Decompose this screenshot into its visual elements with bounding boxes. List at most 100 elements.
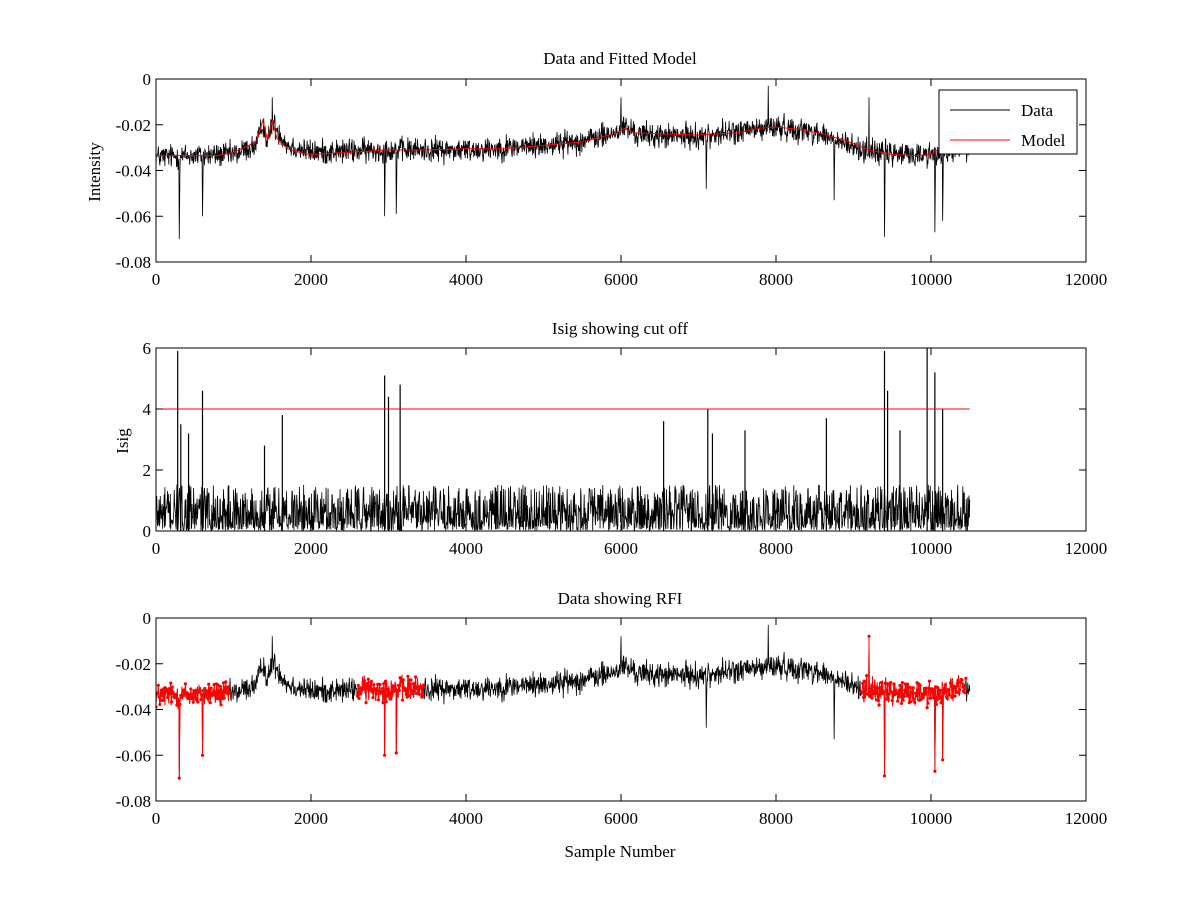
legend: Data Model [938,89,1078,155]
rfi-marker [899,694,903,698]
rfi-marker [898,683,902,688]
rfi-marker [876,699,880,703]
x-tick-label: 12000 [1065,809,1108,828]
y-tick-label: -0.08 [116,792,151,811]
rfi-marker [356,683,360,688]
rfi-marker [906,682,910,686]
rfi-marker [371,696,375,700]
rfi-marker [166,695,170,699]
rfi-marker [183,682,188,686]
rfi-marker [954,685,958,689]
rfi-marker [919,697,923,701]
y-tick-label: 0 [143,609,152,628]
x-tick-label: 0 [152,270,161,289]
rfi-marker [207,682,211,686]
rfi-marker [159,698,163,703]
rfi-marker [956,679,960,683]
rfi-marker [158,702,162,707]
rfi-marker [191,700,195,704]
rfi-marker [171,690,175,694]
rfi-marker [387,693,391,698]
rfi-marker [406,674,410,678]
y-tick-label: 6 [143,339,152,358]
x-tick-label: 8000 [759,539,793,558]
x-tick-label: 10000 [910,809,953,828]
rfi-marker [865,673,869,678]
rfi-marker [206,697,210,701]
rfi-marker [176,699,181,703]
rfi-marker [160,693,164,698]
rfi-marker [217,691,222,695]
rfi-marker [882,691,886,695]
y-tick-label: -0.04 [116,701,152,720]
rfi-marker [904,691,908,695]
y-tick-label: -0.04 [116,162,152,181]
rfi-marker [180,694,184,698]
rfi-marker [167,687,171,691]
rfi-marker [960,678,964,682]
data-layer [156,85,971,240]
rfi-marker [222,696,226,700]
rfi-marker [913,700,917,704]
rfi-marker [905,694,909,698]
rfi-marker [871,689,875,693]
x-tick-label: 6000 [604,270,638,289]
rfi-marker [900,681,904,685]
rfi-marker [396,683,401,688]
rfi-marker [362,679,367,683]
data-series-line [156,85,971,240]
rfi-marker [943,683,947,687]
rfi-marker [894,688,898,692]
rfi-marker [936,686,940,690]
rfi-marker [875,691,879,695]
rfi-marker [923,686,928,690]
y-tick-label: 0 [143,522,152,541]
rfi-marker [178,702,182,706]
rfi-marker [384,700,388,704]
data-series-line [156,624,971,779]
x-tick-label: 4000 [449,539,483,558]
rfi-marker [392,689,396,693]
y-tick-label: 4 [143,400,152,419]
rfi-marker [963,691,967,695]
rfi-marker [362,685,366,689]
x-tick-label: 4000 [449,809,483,828]
rfi-marker [174,692,178,696]
rfi-marker [401,678,405,682]
rfi-marker [870,696,874,700]
rfi-marker [194,689,198,693]
rfi-marker [397,688,401,692]
rfi-marker [921,696,925,700]
x-tick-label: 6000 [604,539,638,558]
x-tick-label: 2000 [294,539,328,558]
rfi-marker [914,694,918,698]
rfi-marker [408,682,412,687]
rfi-marker [382,682,386,686]
rfi-marker [389,697,393,701]
rfi-marker [168,692,172,696]
rfi-marker [173,695,177,700]
rfi-marker [386,688,391,692]
isig-series-line [156,484,971,531]
rfi-marker [910,691,915,695]
x-tick-label: 0 [152,809,161,828]
x-tick-label: 10000 [910,270,953,289]
rfi-marker [913,691,918,695]
rfi-marker [381,701,385,705]
x-tick-label: 8000 [759,270,793,289]
rfi-marker [366,677,370,681]
rfi-marker [948,681,952,685]
rfi-marker [156,683,160,687]
subplot-isig: Isig showing cut off Isig 0 2000 4000 6000 8… [113,319,1107,558]
plot-title: Data showing RFI [558,589,683,608]
rfi-marker [403,687,408,691]
rfi-marker [393,686,398,691]
rfi-marker [938,688,942,692]
rfi-marker [196,700,200,704]
rfi-marker [926,701,930,705]
rfi-marker [964,676,968,680]
rfi-marker [899,701,904,706]
rfi-marker [370,690,374,694]
rfi-marker [879,686,883,690]
rfi-marker [860,690,864,694]
